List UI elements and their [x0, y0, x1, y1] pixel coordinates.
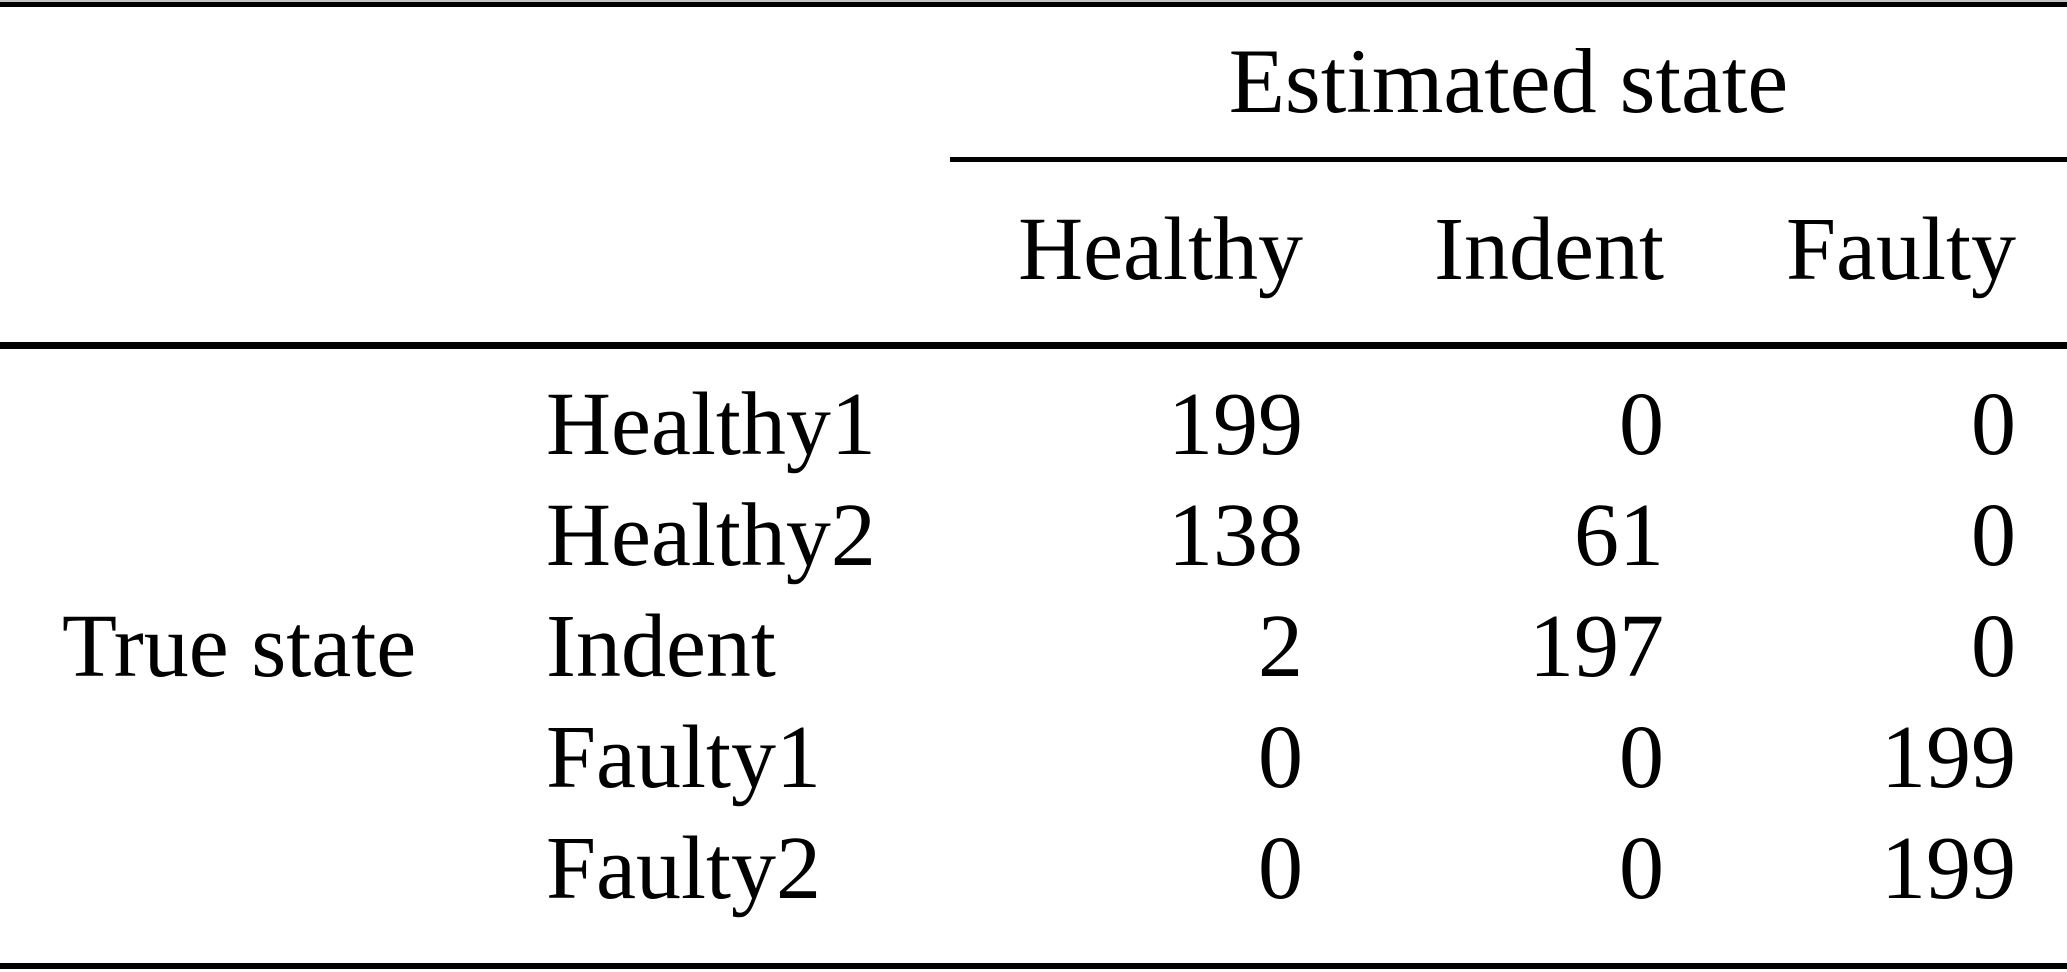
header-body-rule	[0, 342, 2067, 349]
cell-value: 0	[1971, 375, 2016, 474]
cell-value: 199	[1881, 708, 2016, 807]
table-row: Healthy1 199 0 0	[0, 369, 2067, 480]
cell-value: 2	[1258, 597, 1303, 696]
table-row: Healthy2 138 61 0	[0, 480, 2067, 591]
table-row: Faulty2 0 0 199	[0, 813, 2067, 924]
row-group-title: True state	[62, 597, 417, 696]
column-group-underline	[950, 157, 2067, 162]
cell-value: 199	[1881, 819, 2016, 918]
bottom-rule	[0, 963, 2067, 969]
column-header-indent: Indent	[1434, 200, 1664, 299]
column-group-title: Estimated state	[1228, 30, 1789, 132]
cell-value: 138	[1168, 486, 1303, 585]
top-edge-hairline	[0, 0, 2067, 2]
cell-value: 199	[1168, 375, 1303, 474]
row-label: Healthy1	[546, 375, 876, 474]
cell-value: 0	[1619, 819, 1664, 918]
table-body: Healthy1 199 0 0 Healthy2 138 61 0 Inden…	[0, 349, 2067, 924]
cell-value: 61	[1574, 486, 1664, 585]
column-header-row: Healthy Indent Faulty	[0, 205, 2067, 295]
cell-value: 0	[1619, 708, 1664, 807]
cell-value: 0	[1258, 819, 1303, 918]
table-row: Faulty1 0 0 199	[0, 702, 2067, 813]
cell-value: 0	[1971, 597, 2016, 696]
cell-value: 0	[1619, 375, 1664, 474]
top-rule	[0, 2, 2067, 7]
row-label: Faulty2	[546, 819, 822, 918]
column-header-faulty: Faulty	[1785, 200, 2016, 299]
column-header-healthy: Healthy	[1018, 200, 1303, 299]
cell-value: 197	[1529, 597, 1664, 696]
table-row: Indent 2 197 0	[0, 591, 2067, 702]
cell-value: 0	[1971, 486, 2016, 585]
row-label: Healthy2	[546, 486, 876, 585]
cell-value: 0	[1258, 708, 1303, 807]
row-label: Indent	[546, 597, 776, 696]
row-label: Faulty1	[546, 708, 822, 807]
